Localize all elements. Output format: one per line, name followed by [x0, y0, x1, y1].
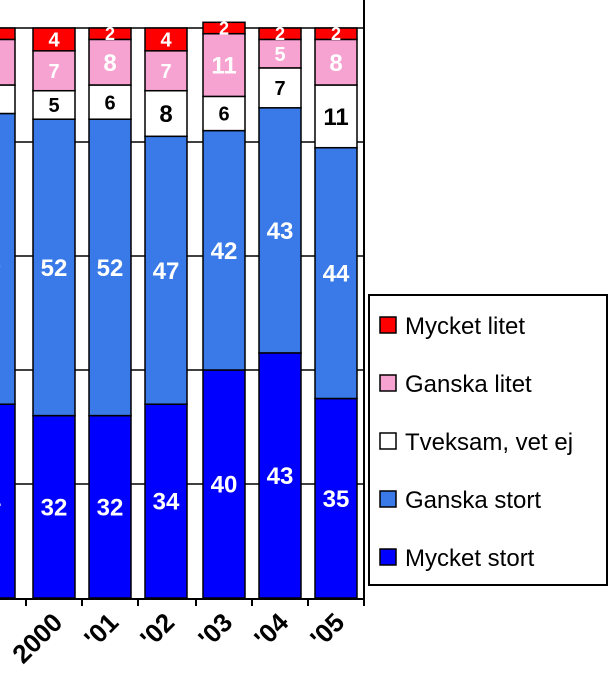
legend-label: Ganska stort — [405, 487, 541, 514]
bar-segment — [258, 27, 302, 41]
bar-segment — [32, 27, 76, 52]
data-label: 2 — [275, 24, 285, 44]
bar-segment — [202, 32, 246, 98]
data-label: 34 — [153, 489, 180, 516]
bar-segment — [258, 67, 302, 109]
bar-segment — [314, 84, 358, 149]
data-label: 6 — [104, 92, 115, 114]
data-label: 5 — [274, 44, 285, 66]
data-label: 5 — [48, 95, 59, 117]
tick-label: '05 — [304, 607, 350, 653]
tick-label: '01 — [78, 607, 124, 653]
bar-segment — [314, 397, 358, 599]
legend-label: Ganska litet — [405, 371, 532, 398]
tick-label: '02 — [134, 607, 180, 653]
data-label: 11 — [323, 104, 348, 131]
data-label: 42 — [211, 238, 238, 265]
bar-segment — [258, 352, 302, 599]
bar-segment — [258, 38, 302, 69]
data-label: 11 — [211, 53, 236, 80]
data-label: 52 — [97, 255, 124, 282]
legend-swatch — [379, 490, 397, 508]
data-label: 2 — [219, 18, 229, 38]
tick-label: 2000 — [6, 607, 68, 669]
bar-segment — [314, 38, 358, 86]
tick-label: '03 — [192, 607, 238, 653]
data-label: 43 — [267, 218, 294, 245]
legend-swatch — [379, 432, 397, 450]
data-label: 7 — [160, 61, 171, 83]
data-label: 2 — [105, 24, 115, 44]
legend-swatch — [379, 374, 397, 392]
x-axis — [0, 0, 365, 606]
data-label: 8 — [159, 101, 172, 128]
bar-segment — [0, 27, 16, 41]
data-label: 6 — [218, 104, 229, 126]
data-label: 0 — [0, 50, 1, 77]
bar-segment — [144, 135, 188, 405]
data-label: 4 — [48, 30, 60, 52]
legend-label: Mycket stort — [405, 545, 535, 572]
legend-label: Tveksam, vet ej — [405, 429, 573, 456]
legend-swatch — [379, 316, 397, 334]
bar-segment — [144, 403, 188, 599]
x-tick-labels: 2000'01'02 '03'04'05 — [6, 607, 350, 669]
legend-label: Mycket litet — [405, 313, 525, 340]
bar-segment — [88, 118, 132, 417]
bar-segment — [202, 21, 246, 35]
data-label: 52 — [41, 255, 68, 282]
bar-segment — [88, 27, 132, 41]
bar-segment — [144, 89, 188, 138]
bar-segment — [0, 112, 16, 405]
data-label: 32 — [41, 494, 68, 521]
data-label: 8 — [329, 50, 342, 77]
bar-segment — [202, 129, 246, 371]
data-label: 32 — [97, 494, 124, 521]
bar-segment — [0, 38, 16, 86]
bar-segment — [202, 95, 246, 132]
tick-label: '04 — [248, 607, 294, 653]
bar-segment — [0, 403, 16, 599]
data-label: 7 — [48, 61, 59, 83]
data-label: 35 — [323, 486, 350, 513]
data-label: 40 — [211, 472, 238, 499]
data-label: 4 — [0, 489, 1, 516]
bar-segment — [314, 27, 358, 41]
bar-segment — [88, 38, 132, 86]
legend-box — [368, 294, 608, 586]
segment-labels: 4150232525743252682344787440426112434375… — [0, 18, 350, 521]
bar-segment — [144, 27, 188, 52]
bar-segment — [88, 84, 132, 120]
data-label: 8 — [103, 50, 116, 77]
data-label: 4 — [160, 30, 172, 52]
data-label: 1 — [0, 246, 1, 273]
data-label: 47 — [153, 258, 180, 285]
legend-swatch — [379, 548, 397, 566]
bar-segment — [144, 50, 188, 92]
bar-segment — [202, 369, 246, 599]
data-label: 2 — [331, 24, 341, 44]
bar-segment — [0, 84, 16, 115]
legend: Mycket litet Ganska litet Tveksam, vet ej G… — [368, 294, 608, 586]
bars — [0, 21, 358, 599]
data-label: 43 — [267, 463, 294, 490]
data-label: 7 — [274, 78, 285, 100]
data-label: 44 — [323, 261, 350, 288]
